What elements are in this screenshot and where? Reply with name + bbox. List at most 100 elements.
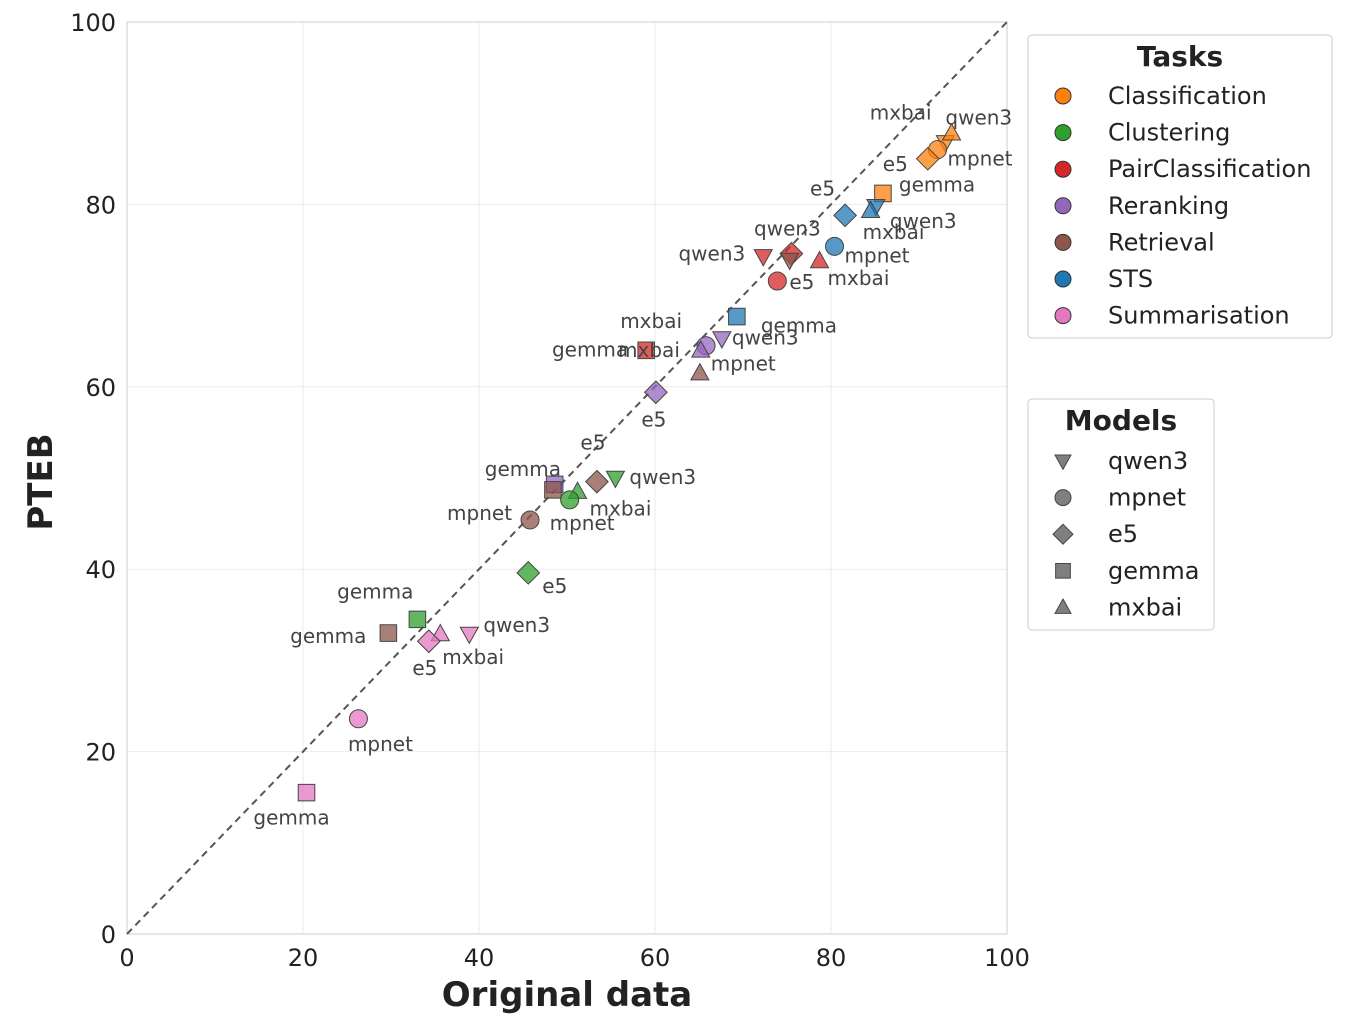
plot-frame [126,21,1008,935]
point-label: e5 [810,176,835,200]
point-label: gemma [761,314,837,338]
task-legend-swatch [1054,307,1072,325]
point-label: e5 [641,407,666,431]
point-label: gemma [899,172,975,196]
point-retrieval-mpnet [520,510,540,530]
point-label: e5 [789,270,814,294]
point-label: mxbai [828,266,890,290]
point-clustering-mpnet [560,490,580,510]
model-legend-swatch [1052,523,1074,545]
point-retrieval-e5 [584,469,609,494]
point-label: mxbai [442,645,504,669]
point-label: e5 [412,656,437,680]
y-tick-label: 80 [85,191,116,219]
model-legend-title: Models [1065,404,1177,437]
point-summarisation-qwen3 [459,626,480,645]
point-label: mpnet [711,351,776,375]
task-legend-swatch [1054,233,1072,251]
model-legend-box [1027,398,1215,631]
point-label: mpnet [348,732,413,756]
point-clustering-gemma [408,610,427,629]
point-label: e5 [580,431,605,455]
x-tick-label: 20 [288,944,319,972]
point-sts-gemma [728,307,746,326]
point-label: mxbai [863,220,925,244]
point-pairclassification-gemma [637,341,655,360]
task-legend-label: Retrieval [1108,228,1215,256]
point-summarisation-e5 [416,629,441,654]
point-classification-gemma [874,184,892,203]
task-legend-label: Reranking [1108,192,1229,220]
x-axis-ticks: 0 20 40 60 80 100 [119,944,1030,972]
model-legend-label: e5 [1108,520,1138,548]
task-legend-box [1027,34,1333,339]
point-label: gemma [337,579,413,603]
model-legend-label: mpnet [1108,484,1186,512]
point-label: mpnet [550,511,615,535]
model-legend: Models qwen3 mpnet e5 gemma mxbai [1027,398,1215,631]
model-legend-swatch [1055,562,1071,579]
model-legend-label: mxbai [1108,593,1182,621]
model-legend-label: qwen3 [1108,447,1188,475]
point-sts-e5 [833,203,858,228]
point-label: mxbai [618,338,680,362]
x-axis-label: Original data [442,975,692,1015]
point-sts-mpnet [825,236,845,256]
y-tick-label: 60 [85,374,116,402]
point-pairclassification-mxbai [809,250,830,269]
point-label: mxbai [870,100,932,124]
task-legend-label: Classification [1108,82,1267,110]
model-legend-swatch [1054,597,1072,614]
task-legend-label: STS [1108,265,1153,293]
point-retrieval-qwen3 [779,252,800,271]
task-legend-swatch [1054,160,1072,178]
point-reranking-mxbai [690,339,711,358]
point-reranking-e5 [643,380,668,405]
x-tick-label: 80 [816,944,847,972]
task-legend-swatch [1054,270,1072,288]
point-clustering-e5 [516,560,541,585]
task-legend-swatch [1054,87,1072,105]
point-label: mxbai [590,497,652,521]
point-label: gemma [290,624,366,648]
point-classification-e5 [915,146,940,171]
y-tick-label: 100 [70,9,116,37]
point-reranking-qwen3 [712,331,732,349]
point-summarisation-mpnet [348,709,368,729]
point-label: qwen3 [890,209,957,233]
point-summarisation-gemma [297,783,316,802]
task-legend-label: PairClassification [1108,155,1311,183]
x-tick-label: 60 [640,944,671,972]
task-legend-swatch [1054,124,1072,142]
x-tick-label: 40 [464,944,495,972]
y-tick-label: 40 [85,556,116,584]
point-label: mpnet [845,243,910,267]
point-label: qwen3 [483,613,550,637]
point-label: qwen3 [629,465,696,489]
task-legend-title: Tasks [1137,40,1223,73]
model-legend-swatch [1054,454,1072,471]
point-retrieval-gemma [379,624,398,642]
y-axis-ticks: 0 20 40 60 80 100 [70,9,116,949]
task-legend-label: Clustering [1108,119,1230,147]
point-label: qwen3 [678,241,745,265]
x-tick-label: 0 [119,944,134,972]
y-axis-label: PTEB [21,433,61,530]
task-legend-label: Summarisation [1108,302,1290,330]
point-retrieval-gemma [544,481,562,499]
model-legend-label: gemma [1108,557,1199,585]
y-tick-label: 0 [101,921,116,949]
task-legend: Tasks Classification Clustering PairClassi… [1027,34,1333,339]
point-labels: qwen3mxbaimpnete5gemmaqwen3e5mxbaimpnetg… [253,100,1012,829]
point-retrieval-mxbai [690,362,710,381]
point-clustering-qwen3 [605,470,626,489]
point-pairclassification-qwen3 [753,249,774,267]
x-tick-label: 100 [984,944,1030,972]
point-label: e5 [883,152,908,176]
y-tick-label: 20 [85,739,116,767]
point-label: gemma [253,806,329,830]
point-label: qwen3 [945,105,1012,129]
point-label: mxbai [620,309,682,333]
point-label: e5 [542,574,567,598]
